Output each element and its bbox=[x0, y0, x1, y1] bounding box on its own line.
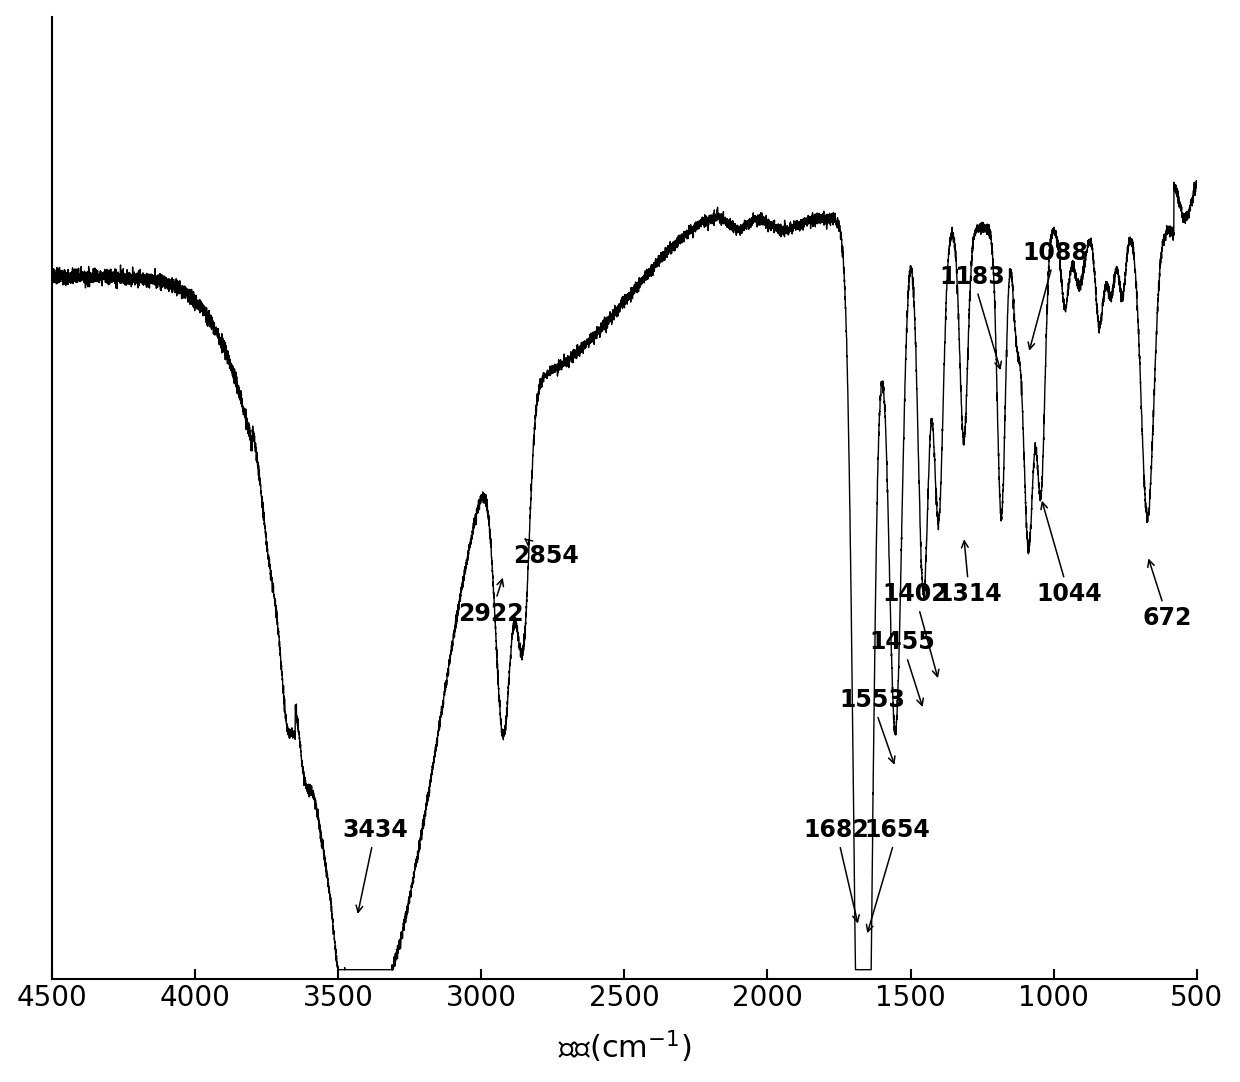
Text: 1402: 1402 bbox=[882, 582, 947, 676]
Text: 2854: 2854 bbox=[513, 539, 579, 568]
Text: 1654: 1654 bbox=[864, 818, 930, 932]
Text: 1682: 1682 bbox=[804, 818, 869, 922]
Text: 1044: 1044 bbox=[1035, 502, 1101, 606]
Text: 1553: 1553 bbox=[839, 688, 905, 763]
Text: 3434: 3434 bbox=[342, 818, 408, 912]
Text: 1088: 1088 bbox=[1023, 240, 1089, 349]
Text: 1314: 1314 bbox=[936, 541, 1002, 606]
Text: 1183: 1183 bbox=[940, 265, 1006, 369]
Text: 2922: 2922 bbox=[459, 579, 525, 625]
Text: 672: 672 bbox=[1143, 560, 1193, 631]
X-axis label: 波数(cm$^{-1}$): 波数(cm$^{-1}$) bbox=[558, 1029, 691, 1066]
Text: 1455: 1455 bbox=[869, 631, 935, 705]
